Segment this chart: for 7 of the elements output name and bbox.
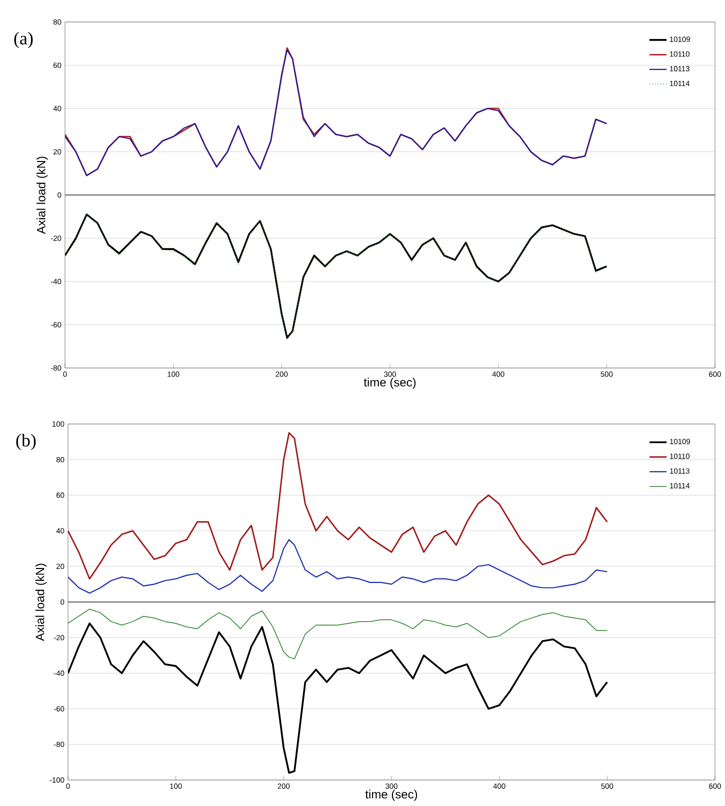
chart-title: (b)	[16, 434, 36, 450]
x-axis-title: time (sec)	[366, 790, 418, 801]
y-axis-title: Axial load (kN)	[36, 156, 48, 234]
line-series	[68, 432, 608, 580]
chart-title: (a)	[14, 32, 33, 48]
x-axis-title: time (sec)	[364, 378, 416, 389]
y-axis-title: Axial load (kN)	[36, 564, 47, 641]
